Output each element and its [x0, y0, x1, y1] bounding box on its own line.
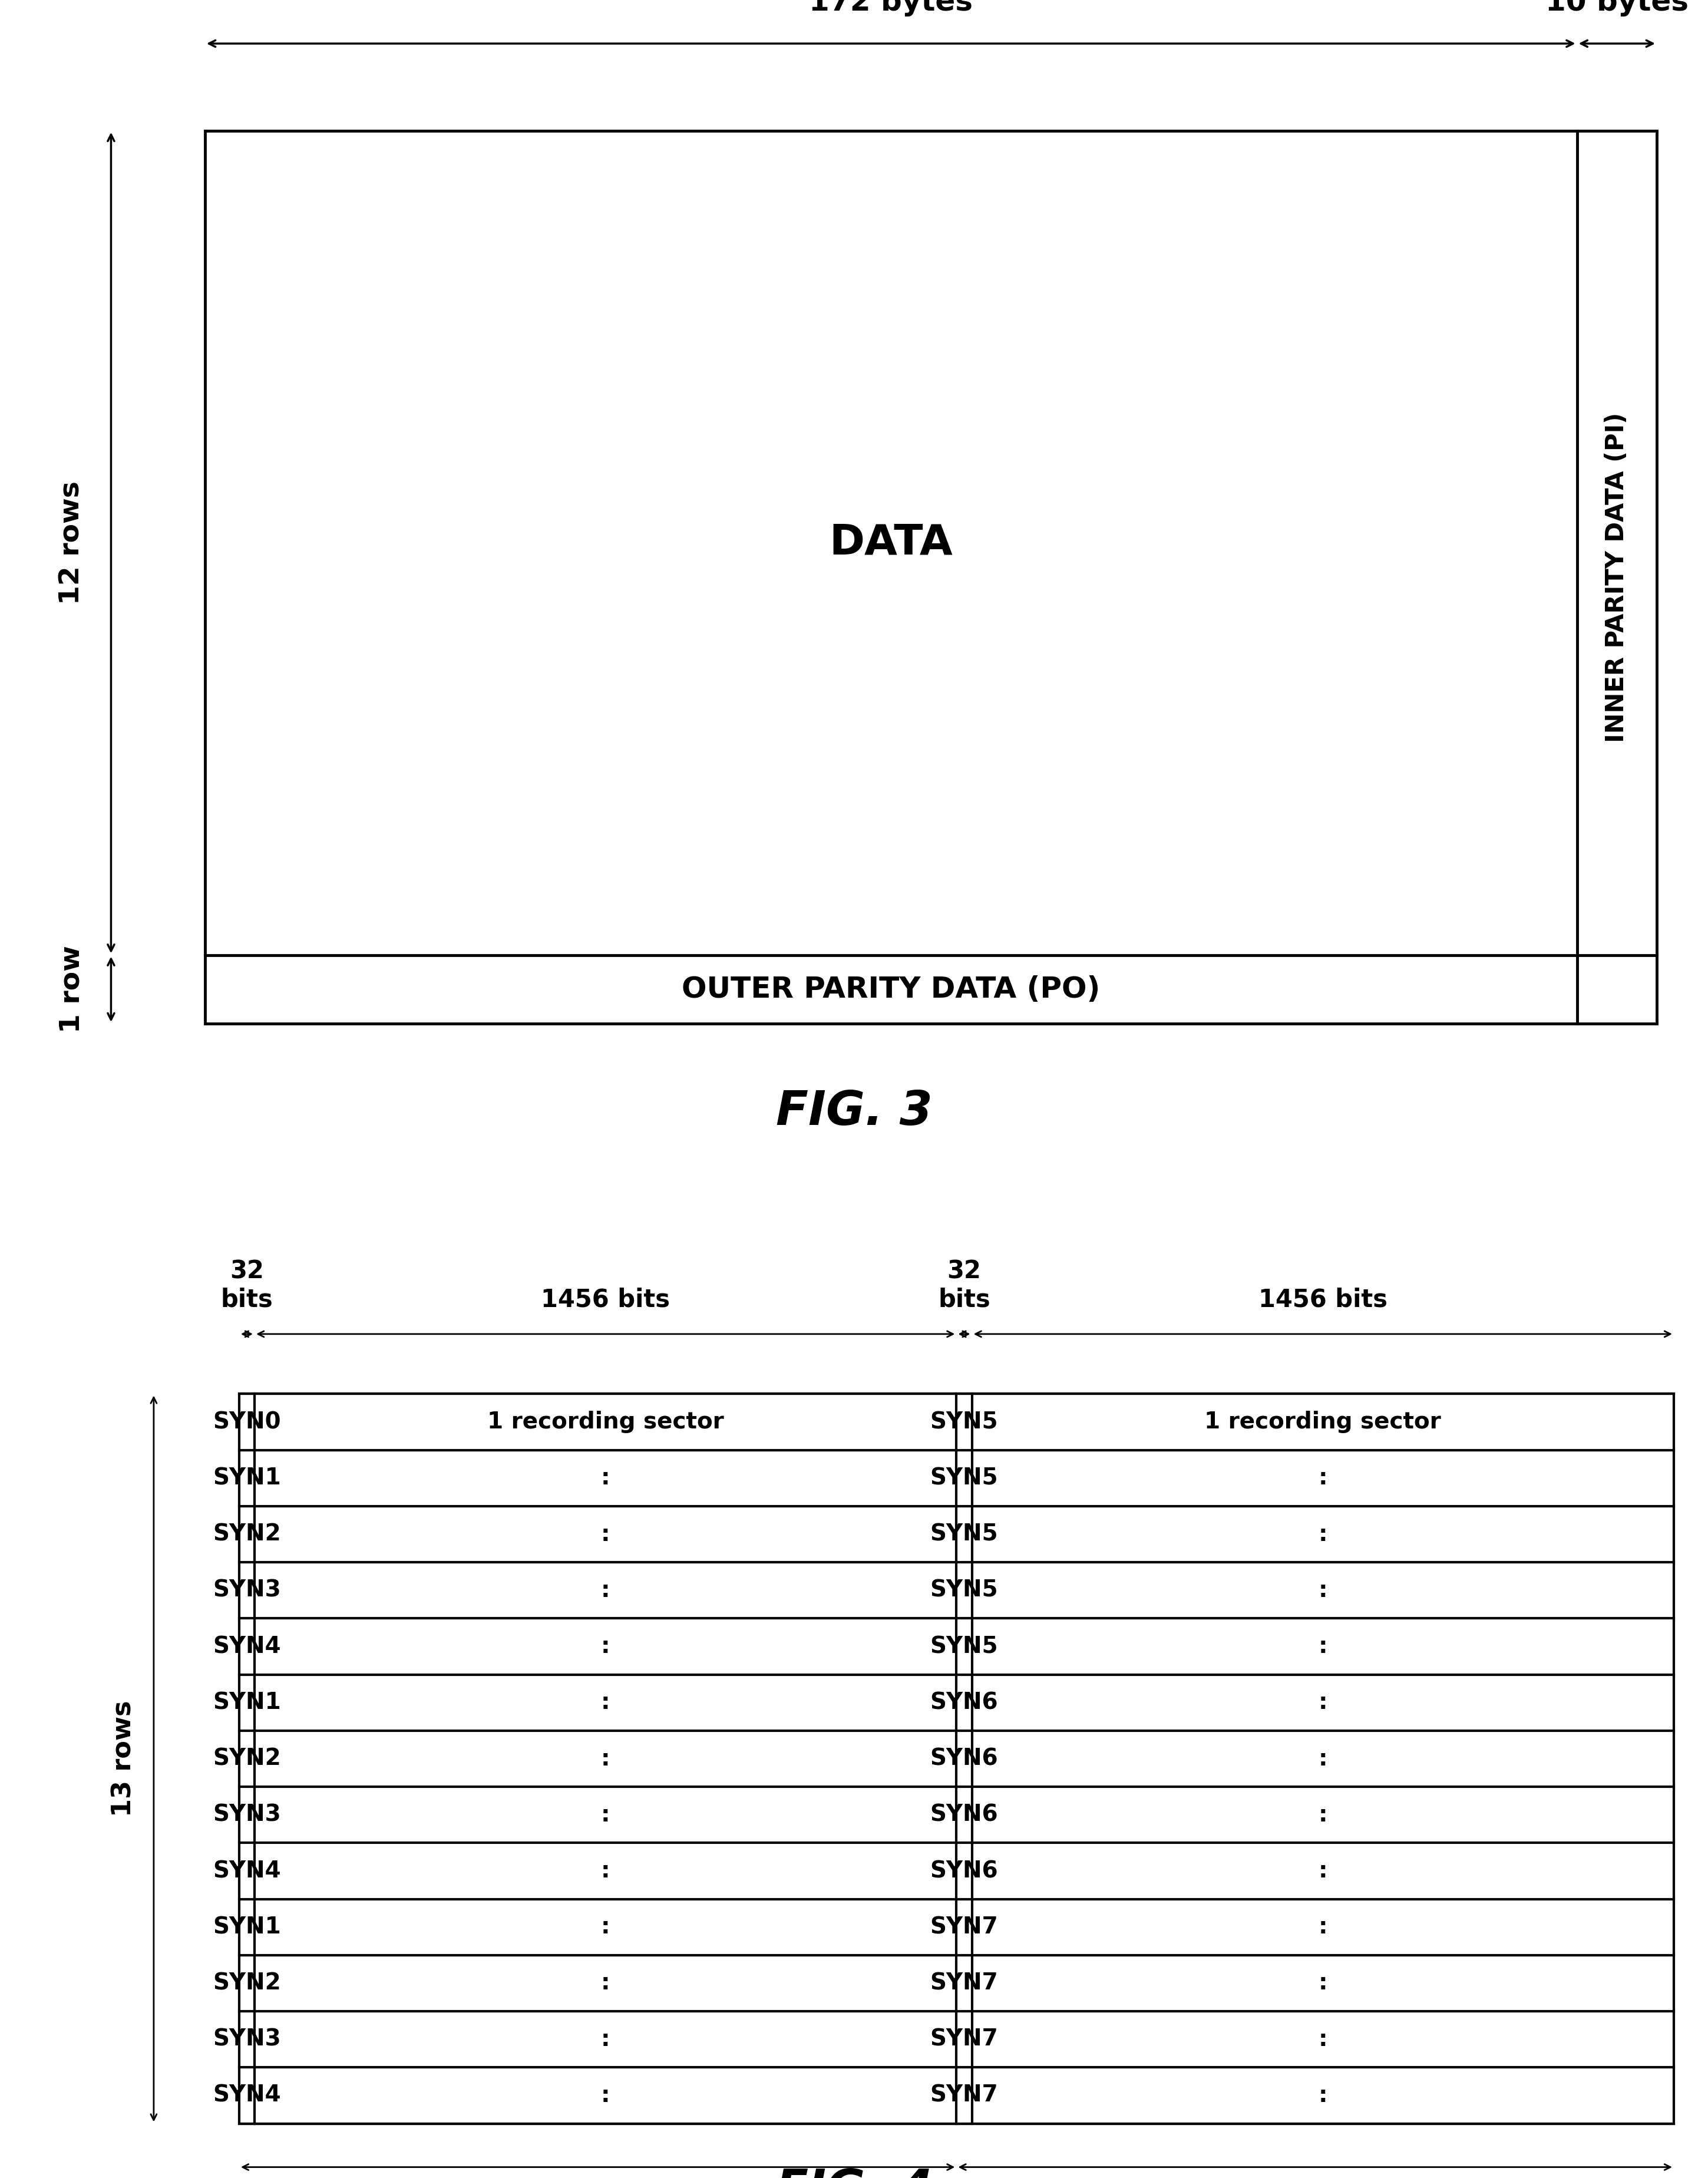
Text: 1456 bits: 1456 bits: [541, 1287, 670, 1311]
Text: SYN5: SYN5: [931, 1411, 997, 1433]
Text: :: :: [1319, 1747, 1327, 1771]
Text: SYN1: SYN1: [214, 1917, 280, 1938]
Text: INNER PARITY DATA (PI): INNER PARITY DATA (PI): [1604, 412, 1629, 743]
Text: SYN2: SYN2: [214, 1971, 280, 1995]
Text: :: :: [601, 1636, 610, 1657]
Text: :: :: [601, 2084, 610, 2106]
Text: SYN7: SYN7: [931, 1971, 997, 1995]
Text: SYN5: SYN5: [931, 1579, 997, 1601]
Text: :: :: [1319, 1468, 1327, 1490]
Text: SYN1: SYN1: [214, 1692, 280, 1714]
Text: :: :: [1319, 1636, 1327, 1657]
Text: :: :: [601, 1579, 610, 1601]
Text: SYN6: SYN6: [931, 1803, 997, 1825]
Text: :: :: [601, 2028, 610, 2049]
Text: SYN3: SYN3: [214, 1803, 280, 1825]
Text: 32
bits: 32 bits: [938, 1259, 991, 1311]
Text: 1 recording sector: 1 recording sector: [487, 1411, 724, 1433]
Text: :: :: [601, 1917, 610, 1938]
Text: 32
bits: 32 bits: [220, 1259, 273, 1311]
Text: SYN5: SYN5: [931, 1636, 997, 1657]
Text: :: :: [1319, 1522, 1327, 1546]
Text: FIG. 3: FIG. 3: [775, 1089, 933, 1135]
Text: SYN3: SYN3: [214, 1579, 280, 1601]
Text: SYN0: SYN0: [214, 1411, 280, 1433]
Text: :: :: [1319, 1917, 1327, 1938]
Text: :: :: [601, 1692, 610, 1714]
Text: :: :: [601, 1803, 610, 1825]
Text: :: :: [1319, 1692, 1327, 1714]
Text: 10 bytes: 10 bytes: [1546, 0, 1689, 17]
Text: 13 rows: 13 rows: [111, 1701, 137, 1816]
Text: FIG. 4: FIG. 4: [775, 2167, 933, 2178]
Text: SYN4: SYN4: [214, 2084, 280, 2106]
Text: SYN2: SYN2: [214, 1522, 280, 1546]
Text: :: :: [1319, 1803, 1327, 1825]
Text: 1 recording sector: 1 recording sector: [1204, 1411, 1442, 1433]
Text: SYN6: SYN6: [931, 1692, 997, 1714]
Text: :: :: [1319, 1860, 1327, 1882]
Text: 1 row: 1 row: [58, 945, 85, 1032]
Text: 172 bytes: 172 bytes: [810, 0, 974, 17]
Text: SYN7: SYN7: [931, 2084, 997, 2106]
Text: SYN3: SYN3: [214, 2028, 280, 2049]
Text: :: :: [1319, 1971, 1327, 1995]
Text: SYN2: SYN2: [214, 1747, 280, 1771]
Bar: [239, 1394, 1674, 2124]
Text: 1456 bits: 1456 bits: [1259, 1287, 1387, 1311]
Text: SYN4: SYN4: [214, 1636, 280, 1657]
Text: SYN7: SYN7: [931, 2028, 997, 2049]
Text: SYN7: SYN7: [931, 1917, 997, 1938]
Text: OUTER PARITY DATA (PO): OUTER PARITY DATA (PO): [681, 976, 1100, 1004]
Text: :: :: [601, 1747, 610, 1771]
Text: SYN1: SYN1: [214, 1468, 280, 1490]
Text: 12 rows: 12 rows: [58, 481, 85, 605]
Text: :: :: [1319, 2084, 1327, 2106]
Text: SYN6: SYN6: [931, 1747, 997, 1771]
Text: :: :: [601, 1971, 610, 1995]
Text: DATA: DATA: [828, 523, 953, 564]
Text: SYN6: SYN6: [931, 1860, 997, 1882]
Text: :: :: [601, 1468, 610, 1490]
Bar: [205, 131, 1657, 1024]
Text: SYN5: SYN5: [931, 1468, 997, 1490]
Text: :: :: [1319, 2028, 1327, 2049]
Text: SYN5: SYN5: [931, 1522, 997, 1546]
Text: SYN4: SYN4: [214, 1860, 280, 1882]
Text: :: :: [601, 1860, 610, 1882]
Text: :: :: [601, 1522, 610, 1546]
Text: :: :: [1319, 1579, 1327, 1601]
